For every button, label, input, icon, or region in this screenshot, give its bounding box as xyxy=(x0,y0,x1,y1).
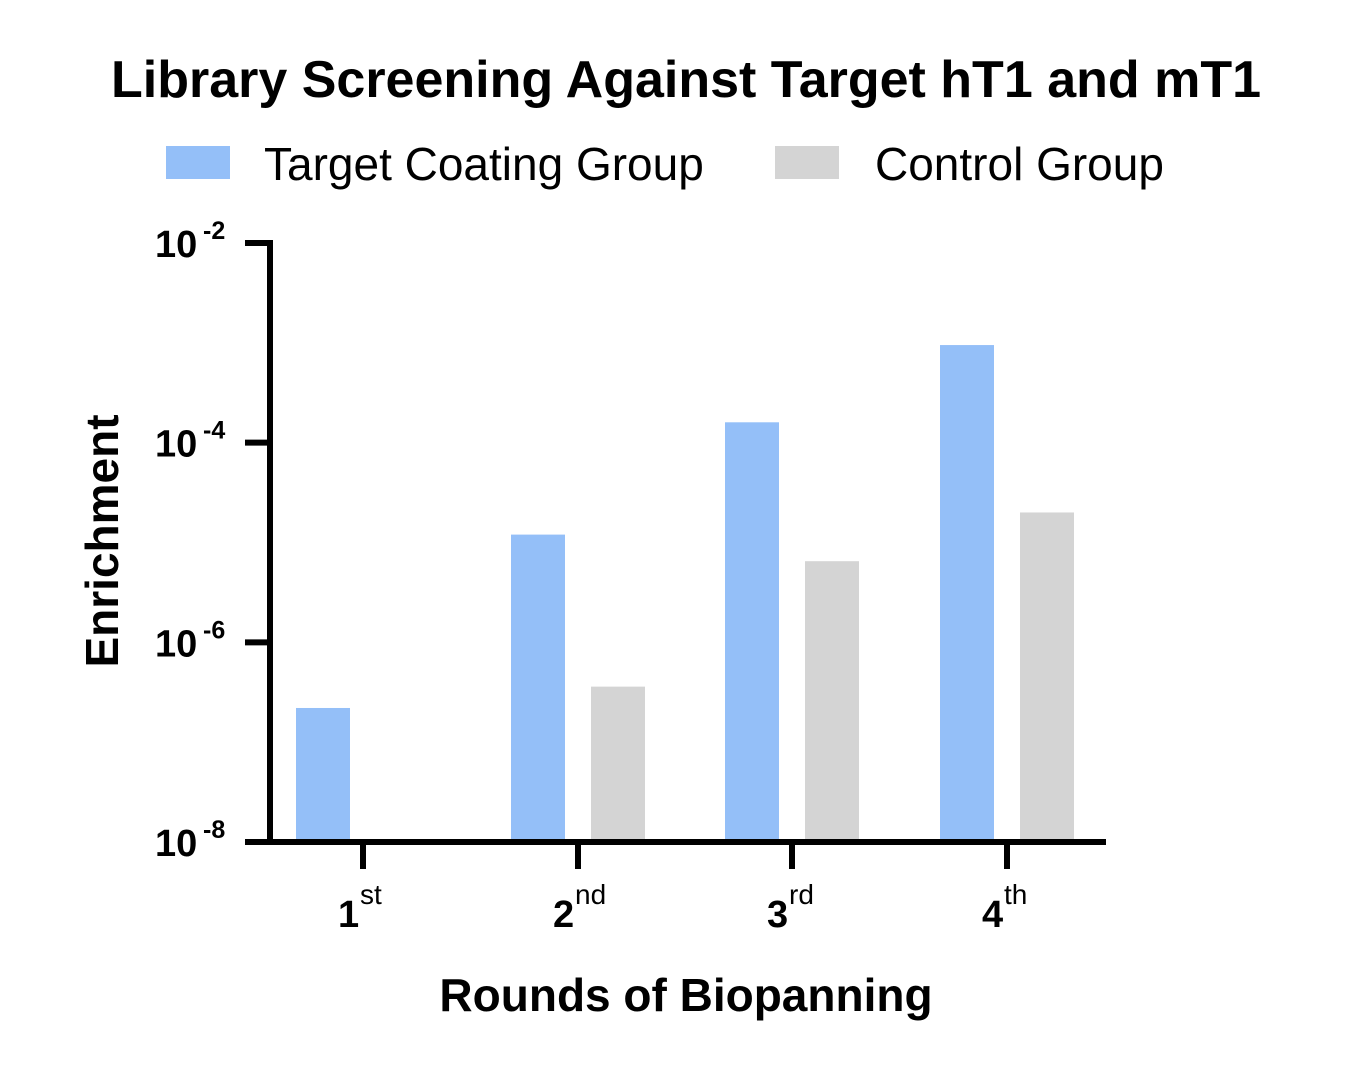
y-tick-exponent: -6 xyxy=(203,616,225,644)
bar-target-coating-group-round-1 xyxy=(296,707,350,842)
y-tick-exponent: -2 xyxy=(203,217,225,245)
bar-target-coating-group-round-3 xyxy=(725,422,779,842)
legend: Target Coating Group Control Group xyxy=(166,138,1164,190)
y-tick-label: 10 xyxy=(155,224,197,266)
bar-control-group-round-2 xyxy=(591,686,645,842)
y-tick-exponent: -4 xyxy=(203,417,225,445)
chart-title: Library Screening Against Target hT1 and… xyxy=(111,51,1261,109)
x-tick-suffix: nd xyxy=(575,879,606,910)
legend-swatch-control-group xyxy=(775,146,839,179)
y-tick-label: 10 xyxy=(155,424,197,466)
axes xyxy=(267,240,1106,845)
bar-control-group-round-3 xyxy=(805,561,859,842)
x-tick-label: 1 xyxy=(338,894,359,936)
legend-label-control-group: Control Group xyxy=(875,138,1164,190)
y-tick-label: 10 xyxy=(155,623,197,665)
x-tick-label: 4 xyxy=(982,894,1003,936)
y-axis-title: Enrichment xyxy=(76,414,128,667)
legend-swatch-target-coating-group xyxy=(166,146,230,179)
x-axis-title: Rounds of Biopanning xyxy=(439,969,932,1021)
plot-bars xyxy=(296,345,1074,842)
bar-target-coating-group-round-2 xyxy=(511,534,565,842)
x-tick-label: 2 xyxy=(553,894,574,936)
bar-control-group-round-4 xyxy=(1020,512,1074,842)
y-tick-exponent: -8 xyxy=(203,816,225,844)
x-tick-label: 3 xyxy=(767,894,788,936)
x-tick-suffix: th xyxy=(1004,879,1027,910)
bar-target-coating-group-round-4 xyxy=(940,345,994,842)
x-tick-suffix: rd xyxy=(789,879,814,910)
legend-label-target-coating-group: Target Coating Group xyxy=(264,138,704,190)
x-tick-suffix: st xyxy=(360,879,382,910)
y-tick-label: 10 xyxy=(155,823,197,865)
y-axis-ticks: 10-810-610-410-2 xyxy=(155,217,270,865)
